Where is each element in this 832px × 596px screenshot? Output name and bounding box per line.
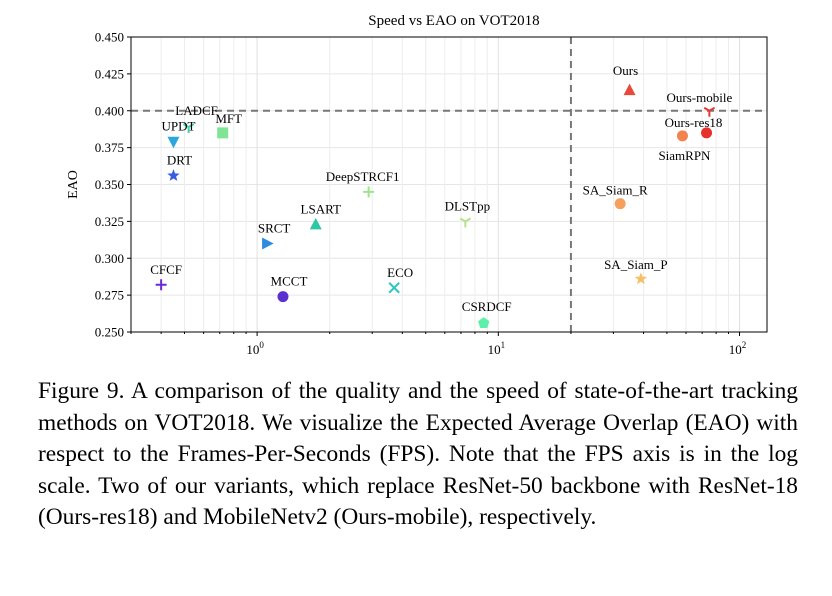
point-label-cfcf: CFCF — [150, 262, 182, 277]
point-ours-res18 — [701, 127, 713, 139]
point-mcct — [277, 291, 289, 303]
point-label-deepstrcf1: DeepSTRCF1 — [326, 169, 400, 184]
y-tick-label: 0.250 — [95, 325, 124, 340]
point-label-ladcf: LADCF — [175, 103, 218, 118]
x-tick-base: 10 — [246, 342, 259, 357]
point-label-csrdcf: CSRDCF — [462, 299, 512, 314]
point-ours — [623, 83, 636, 96]
x-tick-label: 101 — [488, 340, 506, 357]
point-srct — [262, 237, 274, 250]
point-sa-siam-p — [634, 272, 648, 285]
y-tick-label: 0.275 — [95, 288, 124, 303]
y-axis-label: EAO — [66, 170, 81, 199]
y-tick-label: 0.300 — [95, 251, 124, 266]
x-tick-label: 100 — [246, 340, 264, 357]
point-deepstrcf1 — [363, 186, 375, 198]
x-tick-base: 10 — [488, 342, 501, 357]
point-eco — [388, 282, 400, 294]
point-label-updt: UPDT — [161, 119, 195, 134]
y-tick-label: 0.375 — [95, 140, 124, 155]
point-label-ours: Ours — [613, 63, 638, 78]
reference-lines — [131, 37, 767, 332]
x-tick-exponent: 1 — [501, 340, 506, 350]
y-tick-label: 0.350 — [95, 177, 124, 192]
point-ours-mobile — [703, 106, 716, 117]
point-sa-siam-r — [614, 198, 626, 210]
point-csrdcf — [478, 317, 490, 328]
y-tick-label: 0.450 — [95, 30, 124, 45]
point-label-eco: ECO — [387, 265, 413, 280]
point-label-drt: DRT — [167, 153, 192, 168]
y-tick-label: 0.425 — [95, 66, 124, 81]
point-dlstpp — [459, 217, 472, 228]
x-tick-exponent: 2 — [742, 340, 747, 350]
x-axis: 100 101 102 — [130, 332, 747, 357]
y-tick-label: 0.400 — [95, 103, 124, 118]
point-label-sa-siam-r: SA_Siam_R — [583, 183, 648, 198]
x-tick-exponent: 0 — [259, 340, 264, 350]
point-label-siamrpn: SiamRPN — [658, 148, 711, 163]
data-labels: Ours Ours-mobile Ours-res18 SiamRPN SA_Siam_… — [150, 63, 732, 314]
point-label-srct: SRCT — [258, 221, 291, 236]
point-ladcf — [182, 123, 195, 133]
eao-vs-fps-chart: Speed vs EAO on VOT2018 0.2500.2750.3000… — [66, 13, 768, 357]
point-label-ours-res18: Ours-res18 — [665, 115, 723, 130]
point-label-mft: MFT — [215, 111, 242, 126]
point-label-mcct: MCCT — [271, 274, 308, 289]
figure-caption: Figure 9. A comparison of the quality an… — [38, 378, 798, 530]
point-label-ours-mobile: Ours-mobile — [667, 90, 733, 105]
y-axis: 0.250 0.275 0.300 0.325 0.350 0.375 0.400 0.425… — [95, 30, 131, 340]
point-cfcf — [155, 279, 167, 291]
point-mft — [217, 127, 229, 139]
data-points — [155, 83, 716, 328]
x-tick-base: 10 — [729, 342, 742, 357]
point-label-dlstpp: DLSTpp — [445, 198, 491, 213]
point-drt — [167, 169, 180, 181]
chart-title: Speed vs EAO on VOT2018 — [368, 13, 539, 29]
point-label-sa-siam-p: SA_Siam_P — [604, 257, 668, 272]
y-tick-label: 0.325 — [95, 214, 124, 229]
x-tick-label: 102 — [729, 340, 747, 357]
point-siamrpn — [676, 130, 688, 142]
grid — [130, 36, 767, 333]
point-label-lsart: LSART — [301, 201, 341, 216]
point-updt — [167, 136, 180, 149]
point-lsart — [309, 217, 322, 230]
